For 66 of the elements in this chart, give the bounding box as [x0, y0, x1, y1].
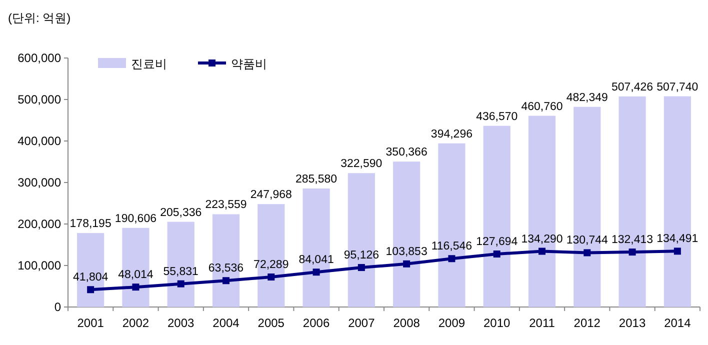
- data-label: 436,570: [476, 110, 518, 123]
- x-tick-label: 2003: [168, 316, 195, 330]
- x-tick-label: 2008: [393, 316, 420, 330]
- x-tick-label: 2011: [529, 316, 556, 330]
- point: [268, 274, 275, 280]
- data-label: 48,014: [118, 269, 154, 282]
- point: [222, 277, 230, 284]
- data-label: 84,041: [298, 254, 334, 266]
- data-label: 41,804: [72, 272, 109, 284]
- data-label: 507,740: [656, 81, 698, 94]
- data-label: 134,290: [521, 233, 563, 246]
- point: [674, 248, 681, 255]
- y-tick-label: 400,000: [18, 134, 62, 148]
- x-tick-label: 2009: [438, 316, 466, 330]
- y-tick-label: 200,000: [18, 217, 62, 231]
- data-label: 247,968: [250, 189, 292, 202]
- x-tick-label: 2012: [574, 316, 601, 330]
- y-axis-title: (단위: 억원): [8, 11, 71, 25]
- y-tick-label: 100,000: [18, 258, 62, 272]
- data-label: 132,413: [611, 234, 654, 246]
- point: [628, 248, 636, 256]
- data-label: 394,296: [430, 128, 473, 140]
- x-tick-label: 2002: [122, 316, 150, 330]
- x-tick-label: 2006: [302, 316, 330, 330]
- data-label: 130,744: [566, 234, 609, 247]
- legend-label: 약품비: [231, 57, 267, 71]
- x-tick-label: 2010: [484, 316, 511, 330]
- data-label: 460,760: [521, 100, 563, 113]
- x-tick-label: 2005: [258, 316, 285, 330]
- x-tick-label: 2007: [348, 316, 376, 330]
- data-label: 63,536: [208, 262, 244, 275]
- data-label: 134,491: [656, 233, 698, 246]
- data-label: 178,195: [70, 218, 112, 230]
- x-tick-label: 2014: [664, 316, 692, 330]
- data-label: 103,853: [386, 246, 428, 258]
- point: [403, 260, 410, 268]
- point: [132, 284, 140, 291]
- data-label: 482,349: [566, 92, 608, 104]
- x-tick-label: 2001: [77, 316, 104, 330]
- data-label: 507,426: [611, 81, 654, 94]
- y-tick-label: 500,000: [18, 92, 62, 106]
- point: [312, 268, 320, 276]
- data-label: 55,831: [163, 266, 198, 278]
- data-label: 72,289: [254, 259, 289, 271]
- point: [87, 286, 94, 294]
- y-tick-label: 600,000: [18, 51, 62, 65]
- data-label: 95,126: [344, 250, 380, 262]
- data-label: 350,366: [386, 146, 428, 159]
- x-tick-label: 2004: [212, 316, 240, 330]
- point: [177, 280, 184, 288]
- point: [584, 249, 591, 256]
- legend-label: 진료비: [131, 57, 167, 71]
- data-label: 285,580: [295, 173, 338, 186]
- y-tick-label: 0: [54, 300, 62, 314]
- x-tick-label: 2013: [618, 316, 646, 330]
- point: [448, 255, 456, 262]
- point: [538, 248, 546, 255]
- point: [493, 250, 500, 258]
- data-label: 205,336: [160, 206, 202, 219]
- data-label: 322,590: [340, 158, 382, 170]
- data-label: 223,559: [205, 199, 247, 212]
- data-label: 116,546: [431, 240, 472, 253]
- y-tick-label: 300,000: [18, 176, 62, 190]
- point: [358, 264, 365, 272]
- data-label: 190,606: [114, 212, 157, 225]
- data-label: 127,694: [476, 236, 518, 248]
